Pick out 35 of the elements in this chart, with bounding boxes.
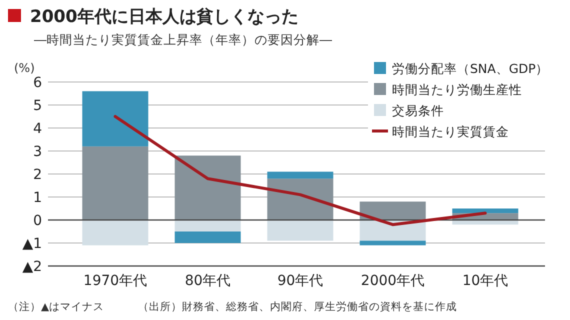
legend-label: 時間当たり実質賃金 bbox=[392, 124, 509, 139]
y-tick-label: 6 bbox=[33, 75, 42, 91]
x-tick-label: 1970年代 bbox=[83, 273, 148, 289]
bar bbox=[360, 202, 426, 220]
y-tick-label: 3 bbox=[33, 144, 42, 160]
y-tick-label: 5 bbox=[33, 98, 42, 114]
y-tick-label: ▲1 bbox=[22, 236, 42, 252]
bar bbox=[267, 172, 334, 179]
chart-subtitle: ―時間当たり実質賃金上昇率（年率）の要因分解― bbox=[34, 32, 332, 47]
x-tick-label: 90年代 bbox=[277, 273, 324, 289]
bar bbox=[174, 232, 241, 243]
y-tick-label: 0 bbox=[33, 213, 42, 229]
chart-title: 2000年代に日本人は貧しくなった bbox=[30, 7, 298, 27]
text: （出所）財務省、総務省、内閣府、厚生労働省の資料を基に作成 bbox=[138, 300, 457, 313]
bar bbox=[174, 156, 241, 220]
legend-label: 労働分配率（SNA、GDP） bbox=[392, 61, 549, 76]
legend-label: 時間当たり労働生産性 bbox=[392, 82, 522, 97]
y-tick-label: ▲2 bbox=[22, 259, 42, 275]
x-tick-label: 2000年代 bbox=[360, 273, 425, 289]
bar bbox=[267, 178, 334, 220]
bar bbox=[174, 220, 241, 232]
bar bbox=[452, 208, 518, 214]
y-tick-label: 4 bbox=[33, 121, 42, 137]
bar bbox=[82, 91, 148, 146]
bar bbox=[360, 240, 426, 246]
y-tick-label: 2 bbox=[33, 167, 42, 183]
bar bbox=[82, 220, 148, 246]
bar bbox=[267, 220, 334, 241]
x-tick-label: 10年代 bbox=[462, 273, 508, 289]
y-axis-title: (%) bbox=[14, 61, 35, 75]
x-tick-label: 80年代 bbox=[184, 273, 231, 289]
legend-label: 交易条件 bbox=[392, 103, 444, 118]
text: （注）▲はマイナス bbox=[8, 300, 104, 313]
bar bbox=[82, 146, 148, 220]
y-tick-label: 1 bbox=[33, 190, 42, 206]
